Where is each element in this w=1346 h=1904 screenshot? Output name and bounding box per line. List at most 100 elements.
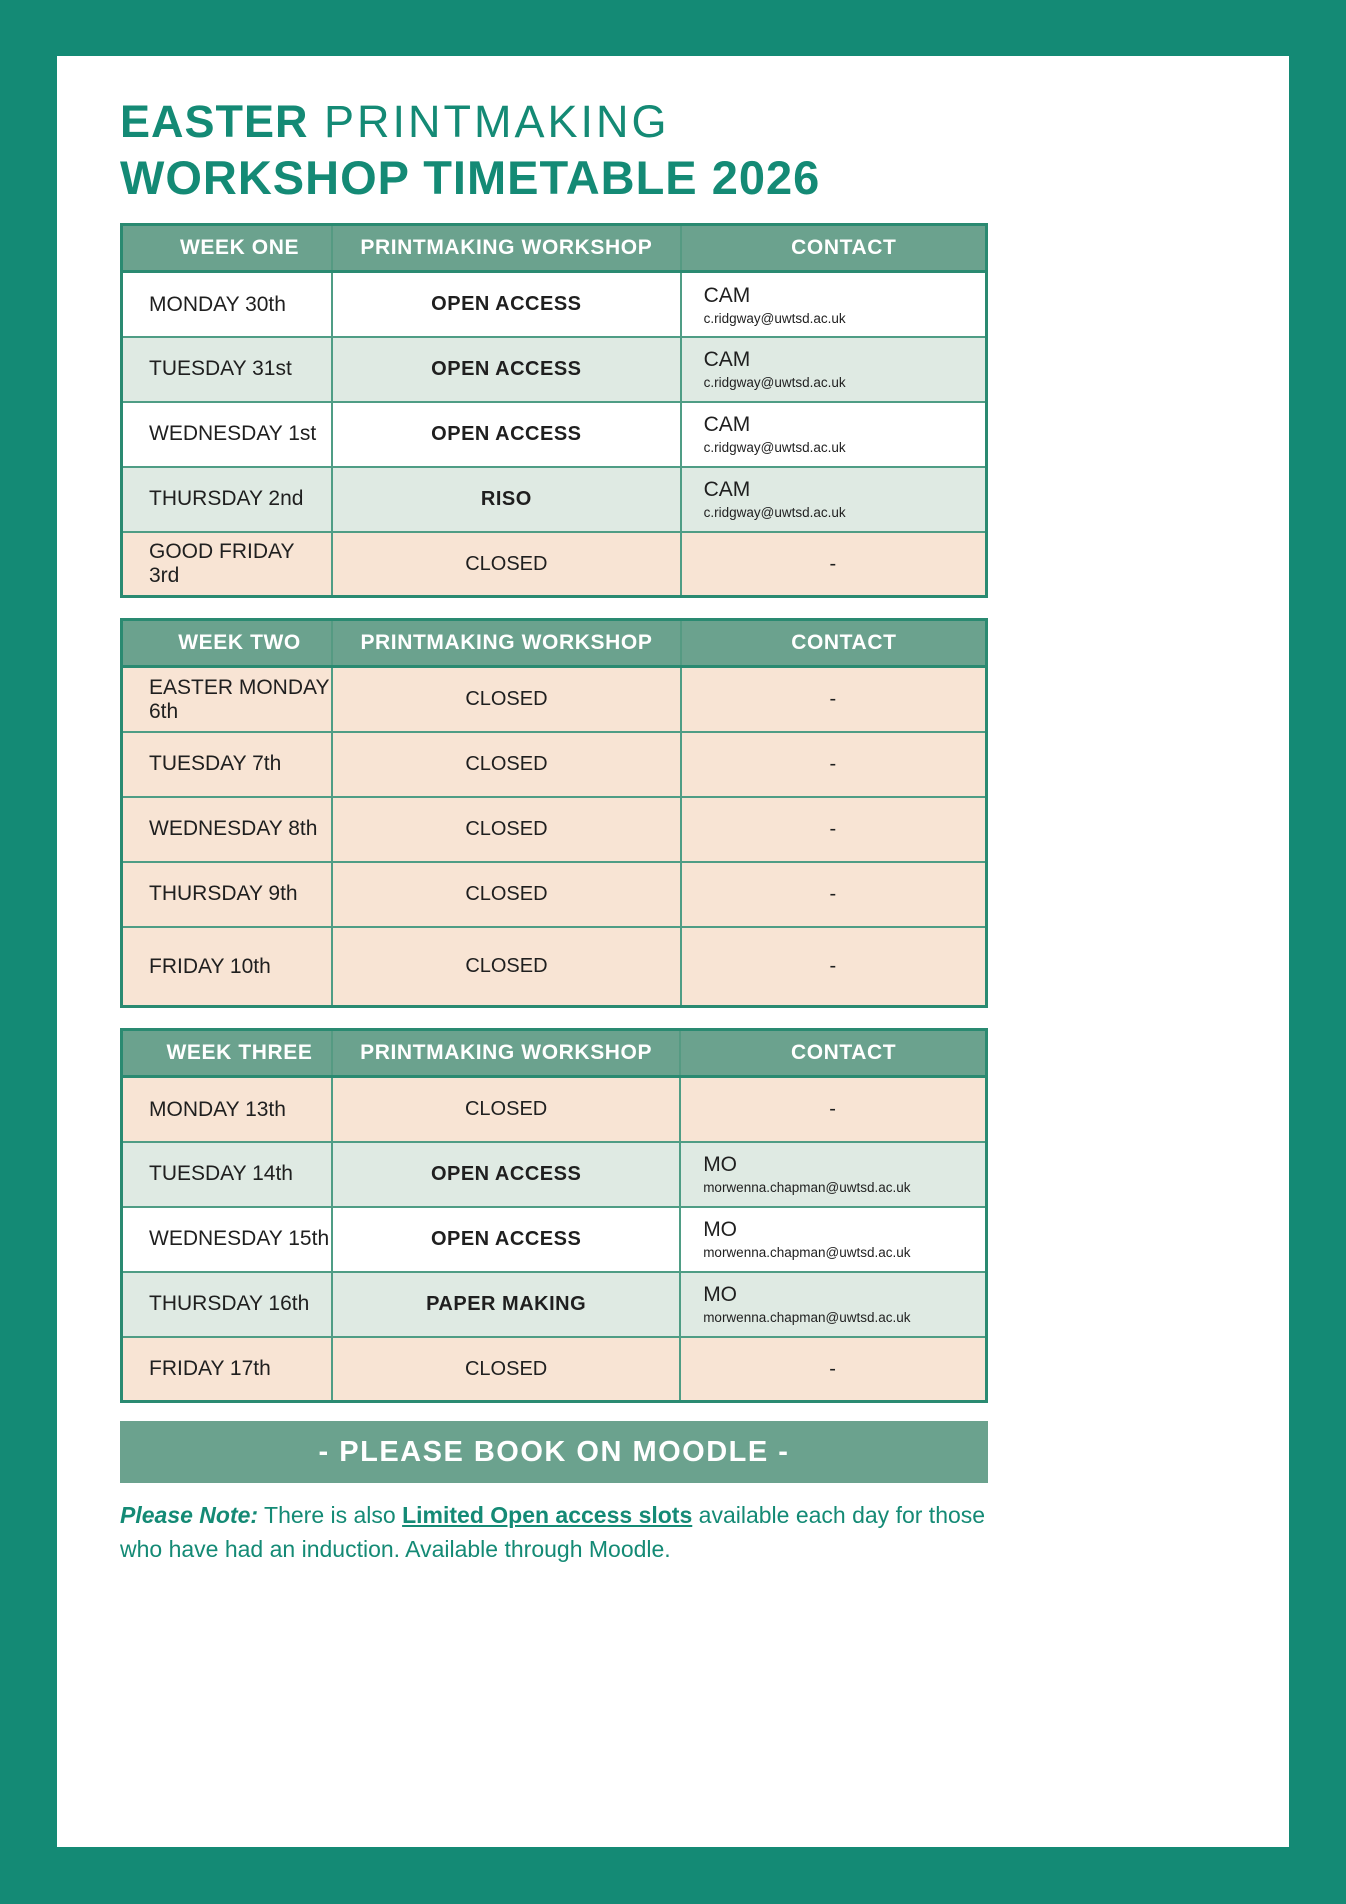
column-header-workshop: PRINTMAKING WORKSHOP xyxy=(331,618,682,669)
contact-cell: CAM c.ridgway@uwtsd.ac.uk xyxy=(679,400,988,468)
moodle-banner: - PLEASE BOOK ON MOODLE - xyxy=(120,1421,988,1484)
title-line-2: WORKSHOP TIMETABLE 2026 xyxy=(120,150,821,204)
contact-cell: CAM c.ridgway@uwtsd.ac.uk xyxy=(679,465,988,533)
contact-cell: MO morwenna.chapman@uwtsd.ac.uk xyxy=(679,1205,988,1273)
workshop-cell: CLOSED xyxy=(331,530,682,598)
column-header-contact: CONTACT xyxy=(679,223,988,274)
day-cell: FRIDAY 17th xyxy=(120,1335,334,1403)
contact-dash: - xyxy=(679,665,988,733)
table-row: TUESDAY 7th CLOSED - xyxy=(120,730,988,798)
header-row: WEEK ONE PRINTMAKING WORKSHOP CONTACT xyxy=(120,223,988,274)
timetable-week-two: WEEK TWO PRINTMAKING WORKSHOP CONTACT EA… xyxy=(120,618,988,1009)
header-row: WEEK TWO PRINTMAKING WORKSHOP CONTACT xyxy=(120,618,988,669)
table-row: TUESDAY 14th OPEN ACCESS MO morwenna.chapma… xyxy=(120,1140,988,1208)
footnote-emphasis: Limited Open access slots xyxy=(402,1502,693,1529)
workshop-cell: CLOSED xyxy=(331,1335,682,1403)
column-header-week: WEEK THREE xyxy=(120,1028,334,1079)
contact-email: c.ridgway@uwtsd.ac.uk xyxy=(703,505,846,521)
contact-name: MO xyxy=(703,1283,738,1307)
contact-cell: MO morwenna.chapman@uwtsd.ac.uk xyxy=(679,1270,988,1338)
contact-name: CAM xyxy=(703,283,751,307)
table-row: FRIDAY 10th CLOSED - xyxy=(120,925,988,1008)
title-word-printmaking: PRINTMAKING xyxy=(308,96,670,147)
footnote: Please Note: There is also Limited Open … xyxy=(120,1499,1010,1566)
contact-dash: - xyxy=(679,925,988,1008)
contact-name: CAM xyxy=(703,348,751,372)
workshop-cell: PAPER MAKING xyxy=(331,1270,682,1338)
content-sheet: EASTER PRINTMAKING WORKSHOP TIMETABLE 20… xyxy=(57,56,1289,1847)
table-row: THURSDAY 2nd RISO CAM c.ridgway@uwtsd.ac.uk xyxy=(120,465,988,533)
day-cell: WEDNESDAY 1st xyxy=(120,400,334,468)
contact-email: c.ridgway@uwtsd.ac.uk xyxy=(703,310,846,326)
contact-cell: CAM c.ridgway@uwtsd.ac.uk xyxy=(679,335,988,403)
workshop-cell: OPEN ACCESS xyxy=(331,1205,682,1273)
table-row: GOOD FRIDAY 3rd CLOSED - xyxy=(120,530,988,598)
contact-dash: - xyxy=(679,1335,988,1403)
column-header-week: WEEK TWO xyxy=(120,618,334,669)
workshop-cell: CLOSED xyxy=(331,860,682,928)
day-cell: THURSDAY 2nd xyxy=(120,465,334,533)
footnote-prefix: Please Note: xyxy=(120,1502,259,1529)
day-cell: MONDAY 30th xyxy=(120,270,334,338)
contact-dash: - xyxy=(679,860,988,928)
table-row: THURSDAY 9th CLOSED - xyxy=(120,860,988,928)
contact-name: MO xyxy=(703,1218,738,1242)
contact-cell: MO morwenna.chapman@uwtsd.ac.uk xyxy=(679,1140,988,1208)
day-cell: TUESDAY 31st xyxy=(120,335,334,403)
contact-dash: - xyxy=(679,795,988,863)
table-row: EASTER MONDAY 6th CLOSED - xyxy=(120,665,988,733)
table-row: WEDNESDAY 15th OPEN ACCESS MO morwenna.chap… xyxy=(120,1205,988,1273)
page-title: EASTER PRINTMAKING WORKSHOP TIMETABLE 20… xyxy=(120,96,1226,204)
workshop-cell: OPEN ACCESS xyxy=(331,400,682,468)
column-header-workshop: PRINTMAKING WORKSHOP xyxy=(331,1028,682,1079)
footnote-text-before: There is also xyxy=(258,1502,403,1529)
table-row: FRIDAY 17th CLOSED - xyxy=(120,1335,988,1403)
day-cell: MONDAY 13th xyxy=(120,1075,334,1143)
contact-email: morwenna.chapman@uwtsd.ac.uk xyxy=(703,1245,911,1261)
column-header-contact: CONTACT xyxy=(679,1028,988,1079)
day-cell: THURSDAY 16th xyxy=(120,1270,334,1338)
contact-name: CAM xyxy=(703,478,751,502)
workshop-cell: RISO xyxy=(331,465,682,533)
footnote-text-after: available each day for those who have ha… xyxy=(120,1502,986,1562)
timetable-week-one: WEEK ONE PRINTMAKING WORKSHOP CONTACT MO… xyxy=(120,223,988,599)
contact-dash: - xyxy=(679,530,988,598)
table-row: MONDAY 30th OPEN ACCESS CAM c.ridgway@uwtsd… xyxy=(120,270,988,338)
title-line-1: EASTER PRINTMAKING xyxy=(120,96,1226,147)
workshop-cell: CLOSED xyxy=(331,925,682,1008)
column-header-contact: CONTACT xyxy=(679,618,988,669)
contact-email: c.ridgway@uwtsd.ac.uk xyxy=(703,375,846,391)
contact-email: morwenna.chapman@uwtsd.ac.uk xyxy=(703,1180,911,1196)
workshop-cell: OPEN ACCESS xyxy=(331,335,682,403)
workshop-cell: CLOSED xyxy=(331,795,682,863)
workshop-cell: CLOSED xyxy=(331,730,682,798)
contact-email: c.ridgway@uwtsd.ac.uk xyxy=(703,440,846,456)
table-row: TUESDAY 31st OPEN ACCESS CAM c.ridgway@uwts… xyxy=(120,335,988,403)
day-cell: WEDNESDAY 8th xyxy=(120,795,334,863)
contact-name: MO xyxy=(703,1153,738,1177)
day-cell: WEDNESDAY 15th xyxy=(120,1205,334,1273)
day-cell: EASTER MONDAY 6th xyxy=(120,665,334,733)
contact-cell: CAM c.ridgway@uwtsd.ac.uk xyxy=(679,270,988,338)
workshop-cell: OPEN ACCESS xyxy=(331,1140,682,1208)
day-cell: GOOD FRIDAY 3rd xyxy=(120,530,334,598)
contact-dash: - xyxy=(679,1075,988,1143)
contact-name: CAM xyxy=(703,413,751,437)
title-word-easter: EASTER xyxy=(120,96,309,147)
timetable-week-three: WEEK THREE PRINTMAKING WORKSHOP CONTACT … xyxy=(120,1028,988,1404)
workshop-cell: CLOSED xyxy=(331,665,682,733)
column-header-week: WEEK ONE xyxy=(120,223,334,274)
day-cell: TUESDAY 7th xyxy=(120,730,334,798)
day-cell: FRIDAY 10th xyxy=(120,925,334,1008)
contact-email: morwenna.chapman@uwtsd.ac.uk xyxy=(703,1310,911,1326)
table-row: WEDNESDAY 8th CLOSED - xyxy=(120,795,988,863)
workshop-cell: OPEN ACCESS xyxy=(331,270,682,338)
day-cell: THURSDAY 9th xyxy=(120,860,334,928)
header-row: WEEK THREE PRINTMAKING WORKSHOP CONTACT xyxy=(120,1028,988,1079)
column-header-workshop: PRINTMAKING WORKSHOP xyxy=(331,223,682,274)
table-row: MONDAY 13th CLOSED - xyxy=(120,1075,988,1143)
day-cell: TUESDAY 14th xyxy=(120,1140,334,1208)
contact-dash: - xyxy=(679,730,988,798)
table-row: THURSDAY 16th PAPER MAKING MO morwenna.chap… xyxy=(120,1270,988,1338)
